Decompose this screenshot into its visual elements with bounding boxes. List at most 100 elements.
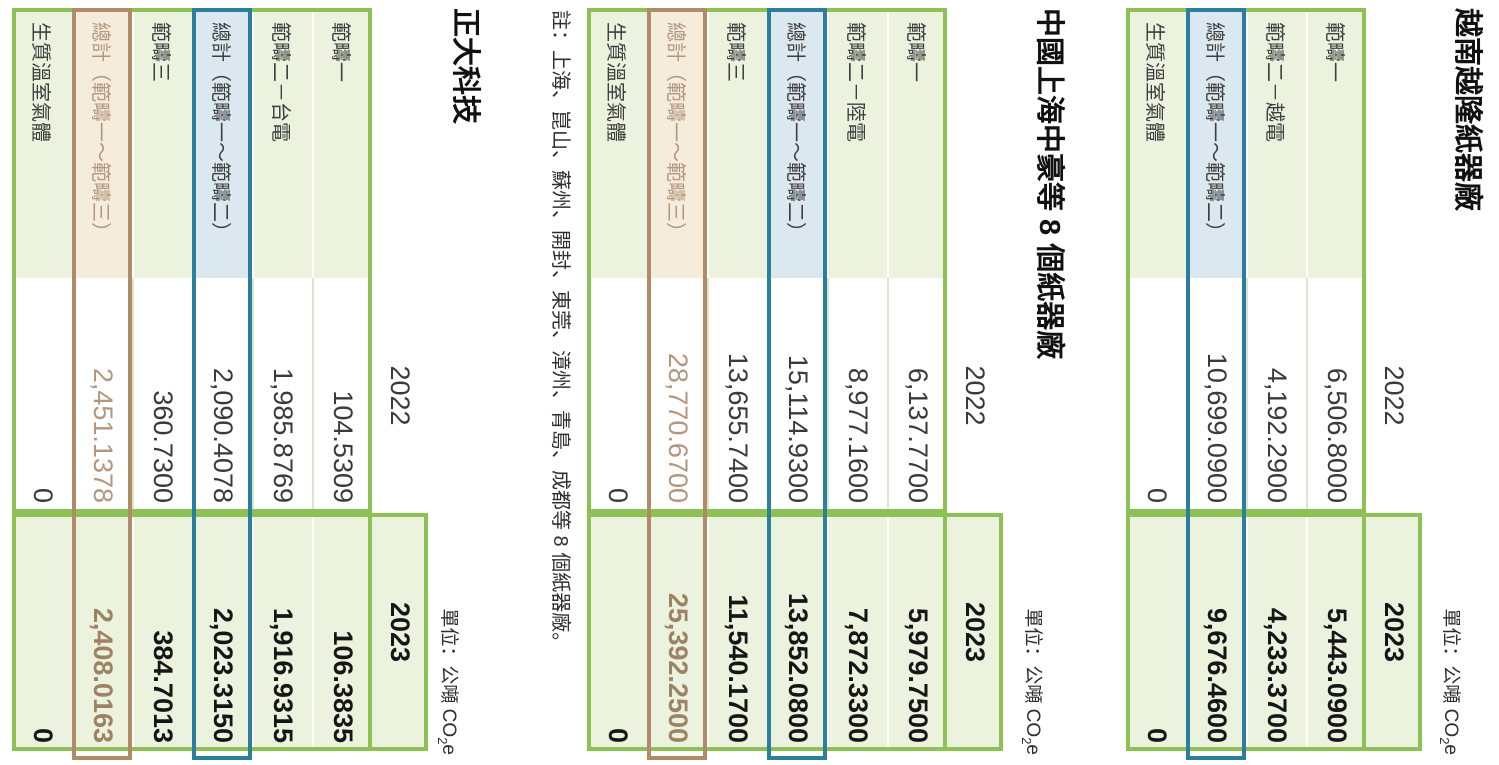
value-2023: 5,979.7500 xyxy=(887,513,947,751)
value-2022: 13,655.7400 xyxy=(707,278,767,513)
header-spacer xyxy=(1366,8,1422,278)
row-label: 範疇三 xyxy=(707,8,767,278)
row-label: 範疇一 xyxy=(1306,8,1366,278)
unit-text: 單位：公噸 CO xyxy=(1439,608,1461,738)
table-row: 範疇三 360.7300 384.7013 xyxy=(132,8,192,751)
unit-label: 單位：公噸 CO2e xyxy=(1437,608,1466,755)
header-2022: 2022 xyxy=(1379,365,1410,426)
title-row: 正大科技 單位：公噸 CO2e xyxy=(435,8,483,755)
value-2022: 360.7300 xyxy=(132,278,192,513)
table-row-total-scope1-3: 總計（範疇一～範疇三） 2,451.1378 2,408.0163 xyxy=(72,8,132,751)
header-2022: 2022 xyxy=(960,365,991,426)
value-2022: 2,451.1378 xyxy=(72,278,132,513)
table-header-row: 2022 2023 xyxy=(1366,8,1422,751)
value-2023: 384.7013 xyxy=(132,513,192,751)
unit-subscript: 2 xyxy=(1437,737,1452,745)
unit-suffix: e xyxy=(437,744,459,755)
table-note: 註：上海、崑山、蘇州、開封、東莞、漳州、青島、成都等 8 個紙器廠。 xyxy=(549,10,571,653)
value-2022: 10,699.0900 xyxy=(1186,278,1246,513)
row-label: 總計（範疇一～範疇三） xyxy=(72,8,132,278)
table-title: 正大科技 xyxy=(449,8,481,125)
unit-label: 單位：公噸 CO2e xyxy=(1019,608,1048,755)
unit-suffix: e xyxy=(1439,744,1461,755)
unit-text: 單位：公噸 CO xyxy=(1021,608,1043,738)
unit-subscript: 2 xyxy=(435,737,450,745)
value-2023: 106.3835 xyxy=(312,513,372,751)
row-label: 範疇二－越電 xyxy=(1246,8,1306,278)
row-label: 範疇二－台電 xyxy=(252,8,312,278)
row-label: 範疇一 xyxy=(887,8,947,278)
value-2023: 0 xyxy=(1126,513,1186,751)
section-vietnam-factory: 越南越隆紙器廠 單位：公噸 CO2e 2022 2023 範疇一 6,506.8… xyxy=(1126,0,1485,765)
table-row: 範疇一 104.5309 106.3835 xyxy=(312,8,372,751)
value-2022: 6,137.7700 xyxy=(887,278,947,513)
row-label: 生質溫室氣體 xyxy=(12,8,72,278)
table-row: 生質溫室氣體 0 0 xyxy=(12,8,72,751)
value-2023: 0 xyxy=(12,513,72,751)
header-2023: 2023 xyxy=(372,513,428,751)
table-row: 生質溫室氣體 0 0 xyxy=(1126,8,1186,751)
value-2022: 6,506.8000 xyxy=(1306,278,1366,513)
value-2023: 5,443.0900 xyxy=(1306,513,1366,751)
table-row: 範疇一 6,137.7700 5,979.7500 xyxy=(887,8,947,751)
header-spacer xyxy=(372,8,428,278)
value-2022: 2,090.4078 xyxy=(192,278,252,513)
value-2022: 104.5309 xyxy=(312,278,372,513)
table-row-total-scope1-2: 總計（範疇一～範疇二） 10,699.0900 9,676.4600 xyxy=(1186,8,1246,751)
table-row: 範疇一 6,506.8000 5,443.0900 xyxy=(1306,8,1366,751)
table-row-total-scope1-2: 總計（範疇一～範疇二） 15,114.9300 13,852.0800 xyxy=(767,8,827,751)
row-label: 總計（範疇一～範疇二） xyxy=(767,8,827,278)
unit-label: 單位：公噸 CO2e xyxy=(435,608,464,755)
emissions-table-vietnam: 2022 2023 範疇一 6,506.8000 5,443.0900 範疇二－… xyxy=(1126,8,1422,760)
table-header-row: 2022 2023 xyxy=(947,8,1003,751)
row-label: 範疇二－陸電 xyxy=(827,8,887,278)
header-2023: 2023 xyxy=(947,513,1003,751)
value-2022: 8,977.1600 xyxy=(827,278,887,513)
value-2022: 1,985.8769 xyxy=(252,278,312,513)
emissions-table-zhengda: 2022 2023 範疇一 104.5309 106.3835 範疇二－台電 1… xyxy=(12,8,428,760)
value-2023: 1,916.9315 xyxy=(252,513,312,751)
row-label: 範疇一 xyxy=(312,8,372,278)
section-zhengda-technology: 正大科技 單位：公噸 CO2e 2022 2023 範疇一 104.5309 1… xyxy=(12,0,483,765)
table-row: 範疇二－越電 4,192.2900 4,233.3700 xyxy=(1246,8,1306,751)
value-2023: 13,852.0800 xyxy=(767,513,827,751)
row-label: 總計（範疇一～範疇三） xyxy=(647,8,707,278)
value-2023: 25,392.2500 xyxy=(647,513,707,751)
table-row: 範疇二－陸電 8,977.1600 7,872.3300 xyxy=(827,8,887,751)
unit-text: 單位：公噸 CO xyxy=(437,608,459,738)
unit-subscript: 2 xyxy=(1019,737,1034,745)
value-2022: 15,114.9300 xyxy=(767,278,827,513)
row-label: 生質溫室氣體 xyxy=(1126,8,1186,278)
title-row: 中國上海中豪等 8 個紙器廠 單位：公噸 CO2e xyxy=(1019,8,1067,755)
value-2022: 4,192.2900 xyxy=(1246,278,1306,513)
value-2022: 0 xyxy=(12,278,72,513)
value-2022: 0 xyxy=(587,278,647,513)
value-2023: 0 xyxy=(587,513,647,751)
table-header-row: 2022 2023 xyxy=(372,8,428,751)
table-row: 範疇二－台電 1,985.8769 1,916.9315 xyxy=(252,8,312,751)
value-2023: 9,676.4600 xyxy=(1186,513,1246,751)
header-spacer xyxy=(947,8,1003,278)
table-title: 越南越隆紙器廠 xyxy=(1451,8,1483,212)
section-shanghai-factories: 中國上海中豪等 8 個紙器廠 單位：公噸 CO2e 2022 2023 範疇一 … xyxy=(545,0,1067,765)
table-title: 中國上海中豪等 8 個紙器廠 xyxy=(1033,8,1065,360)
value-2022: 0 xyxy=(1126,278,1186,513)
value-2023: 4,233.3700 xyxy=(1246,513,1306,751)
value-2023: 2,408.0163 xyxy=(72,513,132,751)
row-label: 總計（範疇一～範疇二） xyxy=(1186,8,1246,278)
row-label: 總計（範疇一～範疇二） xyxy=(192,8,252,278)
table-row-total-scope1-2: 總計（範疇一～範疇二） 2,090.4078 2,023.3150 xyxy=(192,8,252,751)
value-2022: 28,770.6700 xyxy=(647,278,707,513)
table-row-total-scope1-3: 總計（範疇一～範疇三） 28,770.6700 25,392.2500 xyxy=(647,8,707,751)
title-row: 越南越隆紙器廠 單位：公噸 CO2e xyxy=(1437,8,1485,755)
row-label: 範疇三 xyxy=(132,8,192,278)
value-2023: 2,023.3150 xyxy=(192,513,252,751)
table-row: 生質溫室氣體 0 0 xyxy=(587,8,647,751)
table-row: 範疇三 13,655.7400 11,540.1700 xyxy=(707,8,767,751)
emissions-table-shanghai: 2022 2023 範疇一 6,137.7700 5,979.7500 範疇二－… xyxy=(587,8,1003,760)
header-2022: 2022 xyxy=(385,365,416,426)
header-2023: 2023 xyxy=(1366,513,1422,751)
value-2023: 11,540.1700 xyxy=(707,513,767,751)
